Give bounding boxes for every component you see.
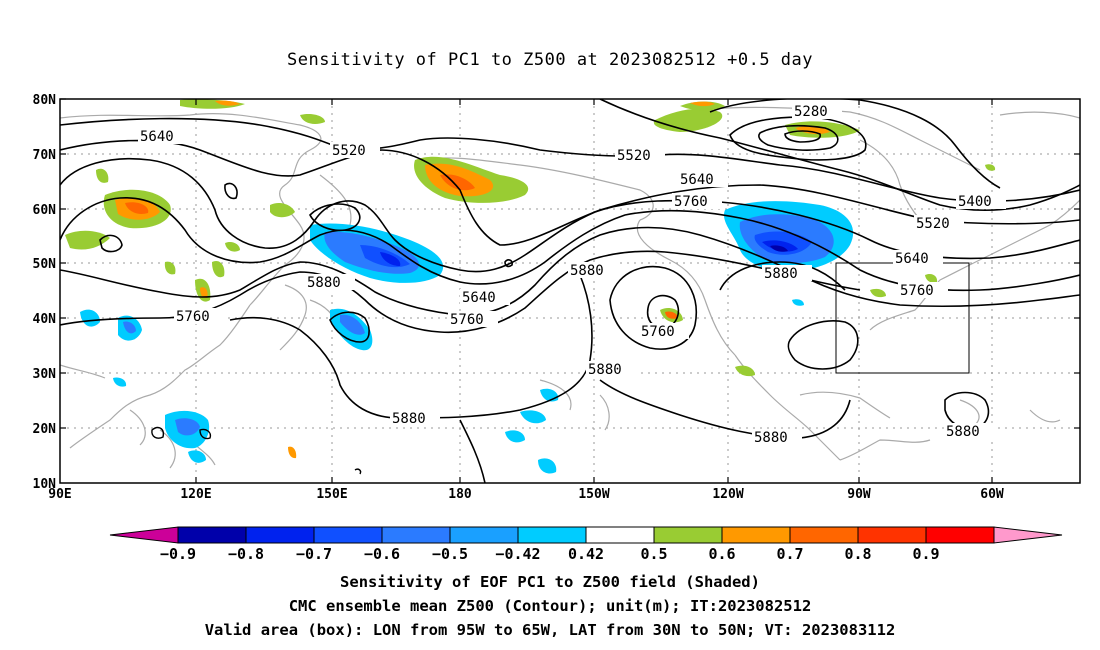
- colorbar-swatch: [925, 526, 995, 544]
- lon-label: 120W: [712, 487, 743, 502]
- contour-label: 5640: [895, 251, 929, 267]
- contour-label: 5880: [946, 424, 980, 440]
- colorbar: [109, 526, 1063, 544]
- caption-line-3: Valid area (box): LON from 95W to 65W, L…: [204, 621, 896, 639]
- lat-label: 20N: [33, 422, 57, 437]
- colorbar-swatch: [177, 526, 247, 544]
- longitude-labels: 90E 120E 150E 180 150W 120W 90W 60W: [48, 487, 1004, 502]
- colorbar-tick-label: 0.6: [708, 545, 735, 563]
- colorbar-tick-label: 0.8: [844, 545, 871, 563]
- colorbar-right-arrow: [993, 526, 1063, 544]
- contour-label: 5760: [176, 309, 210, 325]
- contour-label: 5880: [764, 266, 798, 282]
- contour-label: 5880: [570, 263, 604, 279]
- contour-label: 5640: [680, 172, 714, 188]
- colorbar-labels: −0.9 −0.8 −0.7 −0.6 −0.5 −0.42 0.42 0.5 0.6 0.7 0.…: [160, 545, 940, 563]
- contour-label: 5520: [916, 216, 950, 232]
- lon-label: 150E: [316, 487, 347, 502]
- lon-label: 120E: [180, 487, 211, 502]
- contour-label: 5520: [617, 148, 651, 164]
- contour-labels: 5640 5520 5280 5520 5640 5400 5760 5520 …: [138, 103, 1006, 446]
- colorbar-tick-label: −0.5: [432, 545, 468, 563]
- colorbar-tick-label: −0.42: [495, 545, 540, 563]
- lat-label: 10N: [33, 477, 57, 492]
- contour-label: 5640: [140, 129, 174, 145]
- colorbar-tick-label: −0.8: [228, 545, 264, 563]
- lon-label: 90W: [847, 487, 871, 502]
- contour-label: 5520: [332, 143, 366, 159]
- colorbar-swatch: [517, 526, 587, 544]
- colorbar-swatch: [313, 526, 383, 544]
- lat-label: 50N: [33, 257, 57, 272]
- lat-label: 80N: [33, 93, 57, 108]
- colorbar-tick-label: 0.42: [568, 545, 604, 563]
- colorbar-swatch: [585, 526, 655, 544]
- contour-label: 5760: [450, 312, 484, 328]
- colorbar-tick-label: 0.7: [776, 545, 803, 563]
- contour-label: 5880: [392, 411, 426, 427]
- lat-label: 30N: [33, 367, 57, 382]
- contour-label: 5280: [794, 104, 828, 120]
- colorbar-tick-label: −0.9: [160, 545, 196, 563]
- contour-label: 5760: [641, 324, 675, 340]
- colorbar-tick-label: −0.7: [296, 545, 332, 563]
- colorbar-tick-label: −0.6: [364, 545, 400, 563]
- colorbar-swatch: [449, 526, 519, 544]
- contour-label: 5760: [674, 194, 708, 210]
- contour-label: 5760: [900, 283, 934, 299]
- latitude-labels: 80N 70N 60N 50N 40N 30N 20N 10N: [33, 93, 57, 492]
- colorbar-swatch: [857, 526, 927, 544]
- lat-label: 40N: [33, 312, 57, 327]
- colorbar-left-arrow: [109, 526, 179, 544]
- colorbar-tick-label: 0.5: [640, 545, 667, 563]
- map-title: Sensitivity of PC1 to Z500 at 2023082512…: [286, 50, 813, 70]
- contour-label: 5880: [754, 430, 788, 446]
- contour-label: 5880: [307, 275, 341, 291]
- colorbar-swatch: [381, 526, 451, 544]
- colorbar-swatch: [653, 526, 723, 544]
- contour-label: 5880: [588, 362, 622, 378]
- caption-line-2: CMC ensemble mean Z500 (Contour); unit(m…: [288, 597, 812, 615]
- lat-label: 70N: [33, 148, 57, 163]
- colorbar-swatch: [789, 526, 859, 544]
- colorbar-swatch: [721, 526, 791, 544]
- lon-label: 180: [448, 487, 472, 502]
- colorbar-swatch: [245, 526, 315, 544]
- lat-label: 60N: [33, 203, 57, 218]
- caption-line-1: Sensitivity of EOF PC1 to Z500 field (Sh…: [340, 573, 760, 591]
- contour-label: 5640: [462, 290, 496, 306]
- colorbar-tick-label: 0.9: [912, 545, 939, 563]
- contour-label: 5400: [958, 194, 992, 210]
- lon-label: 90E: [48, 487, 71, 502]
- lon-label: 60W: [980, 487, 1004, 502]
- lon-label: 150W: [578, 487, 609, 502]
- map-grid: [60, 99, 1080, 483]
